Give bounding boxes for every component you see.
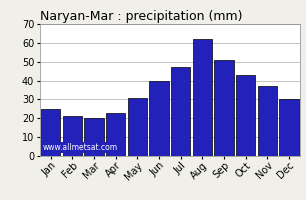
Bar — [149, 81, 169, 156]
Text: www.allmetsat.com: www.allmetsat.com — [42, 143, 118, 152]
Bar — [192, 39, 212, 156]
Bar — [214, 60, 234, 156]
Bar — [84, 118, 104, 156]
Bar — [236, 75, 256, 156]
Bar — [41, 109, 60, 156]
Text: Naryan-Mar : precipitation (mm): Naryan-Mar : precipitation (mm) — [40, 10, 242, 23]
Bar — [106, 113, 125, 156]
Bar — [128, 98, 147, 156]
Bar — [62, 116, 82, 156]
Bar — [279, 99, 299, 156]
Bar — [171, 67, 190, 156]
Bar — [258, 86, 277, 156]
